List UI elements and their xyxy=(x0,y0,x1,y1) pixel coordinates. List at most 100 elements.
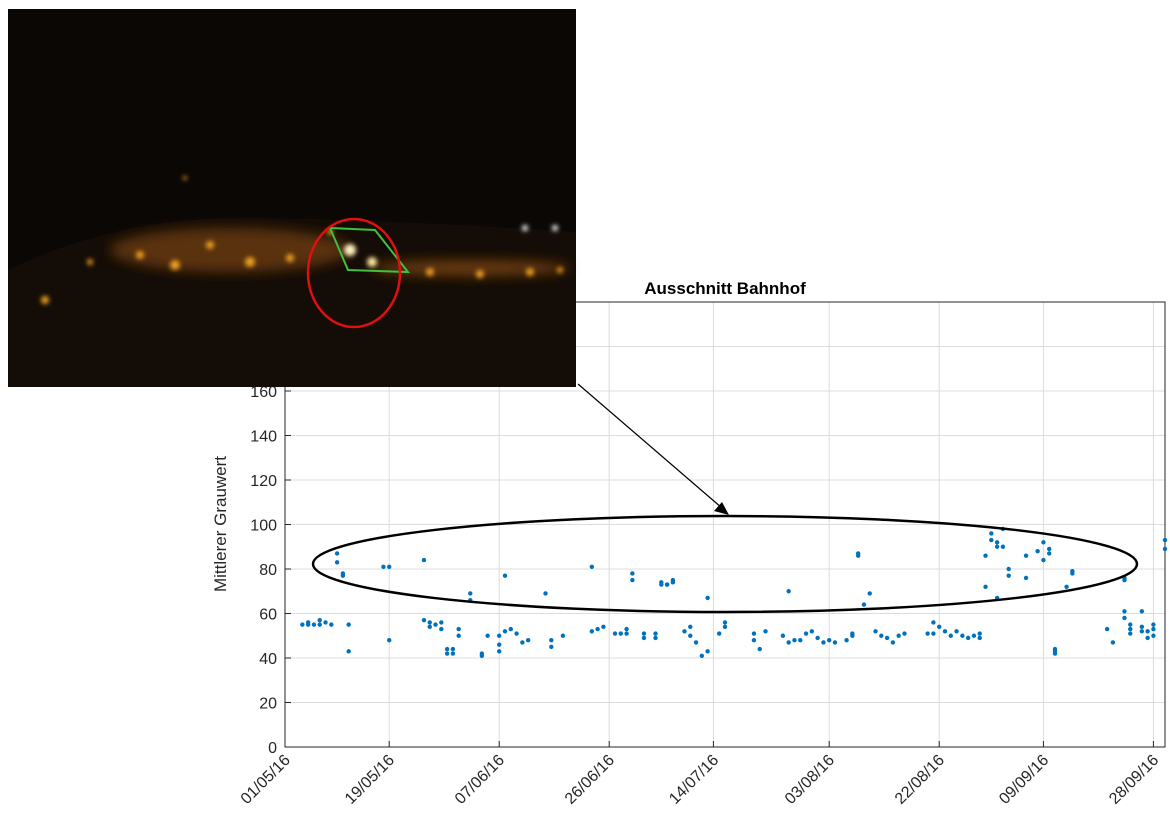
data-point xyxy=(300,622,304,626)
data-point xyxy=(642,631,646,635)
data-point xyxy=(642,636,646,640)
data-point xyxy=(451,651,455,655)
data-point xyxy=(978,631,982,635)
data-point xyxy=(1111,640,1115,644)
data-point xyxy=(688,634,692,638)
data-point xyxy=(619,631,623,635)
data-point xyxy=(943,629,947,633)
data-point xyxy=(624,627,628,631)
data-point xyxy=(1128,631,1132,635)
data-point xyxy=(1140,609,1144,613)
data-point xyxy=(758,647,762,651)
data-point xyxy=(1006,573,1010,577)
data-point xyxy=(329,622,333,626)
data-point xyxy=(1122,616,1126,620)
y-tick-label: 100 xyxy=(250,518,277,535)
data-point xyxy=(1122,609,1126,613)
data-point xyxy=(1145,636,1149,640)
data-point xyxy=(723,620,727,624)
data-point xyxy=(590,629,594,633)
y-tick-label: 60 xyxy=(259,607,277,624)
data-point xyxy=(428,620,432,624)
data-point xyxy=(1145,629,1149,633)
data-point xyxy=(792,638,796,642)
data-point xyxy=(989,538,993,542)
data-point xyxy=(346,649,350,653)
y-tick-label: 20 xyxy=(259,696,277,713)
data-point xyxy=(1006,567,1010,571)
data-point xyxy=(480,654,484,658)
data-point xyxy=(1047,547,1051,551)
data-point xyxy=(451,647,455,651)
data-point xyxy=(781,634,785,638)
data-point xyxy=(485,634,489,638)
data-point xyxy=(590,565,594,569)
data-point xyxy=(456,634,460,638)
data-point xyxy=(653,636,657,640)
data-point xyxy=(960,634,964,638)
data-point xyxy=(659,582,663,586)
data-point xyxy=(879,634,883,638)
data-point xyxy=(949,634,953,638)
data-point xyxy=(503,629,507,633)
data-point xyxy=(323,620,327,624)
data-point xyxy=(983,585,987,589)
data-point xyxy=(526,638,530,642)
data-point xyxy=(1163,538,1167,542)
data-point xyxy=(1024,576,1028,580)
data-point xyxy=(1128,622,1132,626)
data-point xyxy=(827,638,831,642)
data-point xyxy=(1001,545,1005,549)
data-point xyxy=(1151,627,1155,631)
data-point xyxy=(549,645,553,649)
data-point xyxy=(561,634,565,638)
data-point xyxy=(445,647,449,651)
data-point xyxy=(873,629,877,633)
data-point xyxy=(381,565,385,569)
data-point xyxy=(665,582,669,586)
data-point xyxy=(1151,622,1155,626)
data-point xyxy=(821,640,825,644)
data-point xyxy=(497,642,501,646)
data-point xyxy=(1041,540,1045,544)
data-point xyxy=(786,640,790,644)
data-point xyxy=(798,638,802,642)
y-tick-label: 120 xyxy=(250,473,277,490)
data-point xyxy=(456,627,460,631)
y-tick-label: 40 xyxy=(259,651,277,668)
data-point xyxy=(630,571,634,575)
data-point xyxy=(931,631,935,635)
data-point xyxy=(978,636,982,640)
data-point xyxy=(925,631,929,635)
data-point xyxy=(896,634,900,638)
data-point xyxy=(497,634,501,638)
data-point xyxy=(341,573,345,577)
data-point xyxy=(833,640,837,644)
data-point xyxy=(422,618,426,622)
data-point xyxy=(433,622,437,626)
data-point xyxy=(763,629,767,633)
data-point xyxy=(653,631,657,635)
y-axis-label: Mittlerer Grauwert xyxy=(211,456,230,592)
data-point xyxy=(595,627,599,631)
data-point xyxy=(1064,585,1068,589)
data-point xyxy=(514,631,518,635)
data-point xyxy=(346,622,350,626)
data-point xyxy=(995,540,999,544)
data-point xyxy=(549,638,553,642)
data-point xyxy=(844,638,848,642)
y-tick-label: 140 xyxy=(250,429,277,446)
data-point xyxy=(1128,627,1132,631)
data-point xyxy=(630,578,634,582)
data-point xyxy=(705,649,709,653)
data-point xyxy=(931,620,935,624)
data-point xyxy=(1041,558,1045,562)
data-point xyxy=(717,631,721,635)
data-point xyxy=(752,631,756,635)
data-point xyxy=(543,591,547,595)
data-point xyxy=(815,636,819,640)
data-point xyxy=(752,638,756,642)
data-point xyxy=(937,625,941,629)
data-point xyxy=(318,622,322,626)
data-point xyxy=(1035,549,1039,553)
